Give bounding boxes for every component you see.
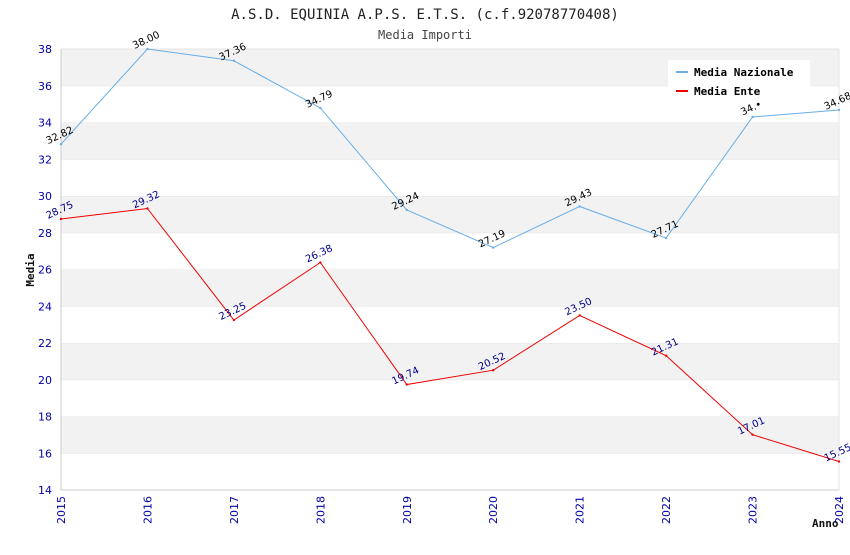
grid-band — [61, 306, 839, 343]
y-tick-label: 34 — [38, 117, 52, 130]
x-tick-labels: 2015 2016 2017 2018 2019 2020 2021 2022 2023 2024 — [55, 496, 846, 524]
grid-band — [61, 159, 839, 196]
x-tick-label: 2017 — [228, 496, 241, 524]
y-axis-label: Media — [24, 253, 37, 286]
data-point — [664, 354, 668, 357]
x-tick-label: 2018 — [314, 496, 327, 524]
grid-band — [61, 122, 839, 160]
x-tick-label: 2020 — [487, 496, 500, 524]
data-point — [578, 205, 581, 208]
chart-title: A.S.D. EQUINIA A.P.S. E.T.S. (c.f.920787… — [231, 7, 619, 23]
legend-label: Media Nazionale — [694, 66, 794, 79]
data-point — [405, 383, 408, 386]
series-lines — [59, 47, 841, 463]
y-tick-label: 32 — [38, 153, 52, 166]
data-point — [232, 318, 236, 322]
x-tick-label: 2015 — [55, 496, 68, 524]
y-tick-labels: 14 16 18 20 22 24 26 28 30 32 34 36 38 — [38, 43, 52, 497]
series-line-media-nazionale — [60, 48, 840, 249]
x-tick-label: 2019 — [401, 496, 414, 524]
chart-subtitle: Media Importi — [378, 28, 472, 42]
data-point — [59, 217, 63, 221]
data-point — [751, 433, 754, 436]
grid-band — [61, 343, 839, 380]
data-point — [319, 106, 322, 110]
grid-band — [61, 196, 839, 233]
y-tick-label: 18 — [38, 411, 52, 424]
legend-label: Media Ente — [694, 85, 761, 98]
grid-band — [61, 269, 839, 307]
y-tick-label: 38 — [38, 43, 52, 56]
data-point — [59, 142, 63, 146]
legend-box — [668, 60, 810, 102]
x-tick-label: 2024 — [833, 496, 846, 524]
y-tick-label: 16 — [38, 447, 52, 460]
data-point — [837, 460, 841, 463]
data-point — [319, 261, 322, 264]
y-tick-label: 24 — [38, 300, 52, 313]
y-tick-label: 14 — [38, 484, 52, 497]
data-point — [405, 208, 408, 212]
series-line-media-ente — [60, 207, 840, 462]
x-tick-label: 2016 — [141, 496, 154, 524]
y-tick-label: 26 — [38, 264, 52, 277]
y-tick-label: 28 — [38, 227, 52, 240]
data-point — [578, 314, 581, 317]
data-point — [146, 207, 149, 210]
x-tick-label: 2022 — [660, 496, 673, 524]
x-axis-label: Anno — [812, 517, 839, 530]
grid-band — [61, 379, 839, 417]
data-point — [837, 108, 841, 112]
data-point — [664, 236, 668, 240]
legend: Media Nazionale Media Ente — [668, 60, 810, 102]
data-point — [492, 368, 495, 372]
y-tick-label: 20 — [38, 374, 52, 387]
grid-band — [61, 232, 839, 270]
plot-frame — [60, 49, 840, 491]
grid-bands — [61, 48, 839, 490]
data-point — [751, 115, 754, 119]
grid-band — [61, 416, 839, 454]
grid-band — [61, 453, 839, 490]
x-tick-label: 2023 — [747, 496, 760, 524]
y-tick-label: 36 — [38, 80, 52, 93]
data-point — [232, 59, 236, 62]
data-point — [146, 47, 149, 51]
data-point — [492, 246, 495, 249]
y-tick-label: 22 — [38, 337, 52, 350]
y-tick-label: 30 — [38, 190, 52, 203]
x-tick-label: 2021 — [574, 496, 587, 524]
